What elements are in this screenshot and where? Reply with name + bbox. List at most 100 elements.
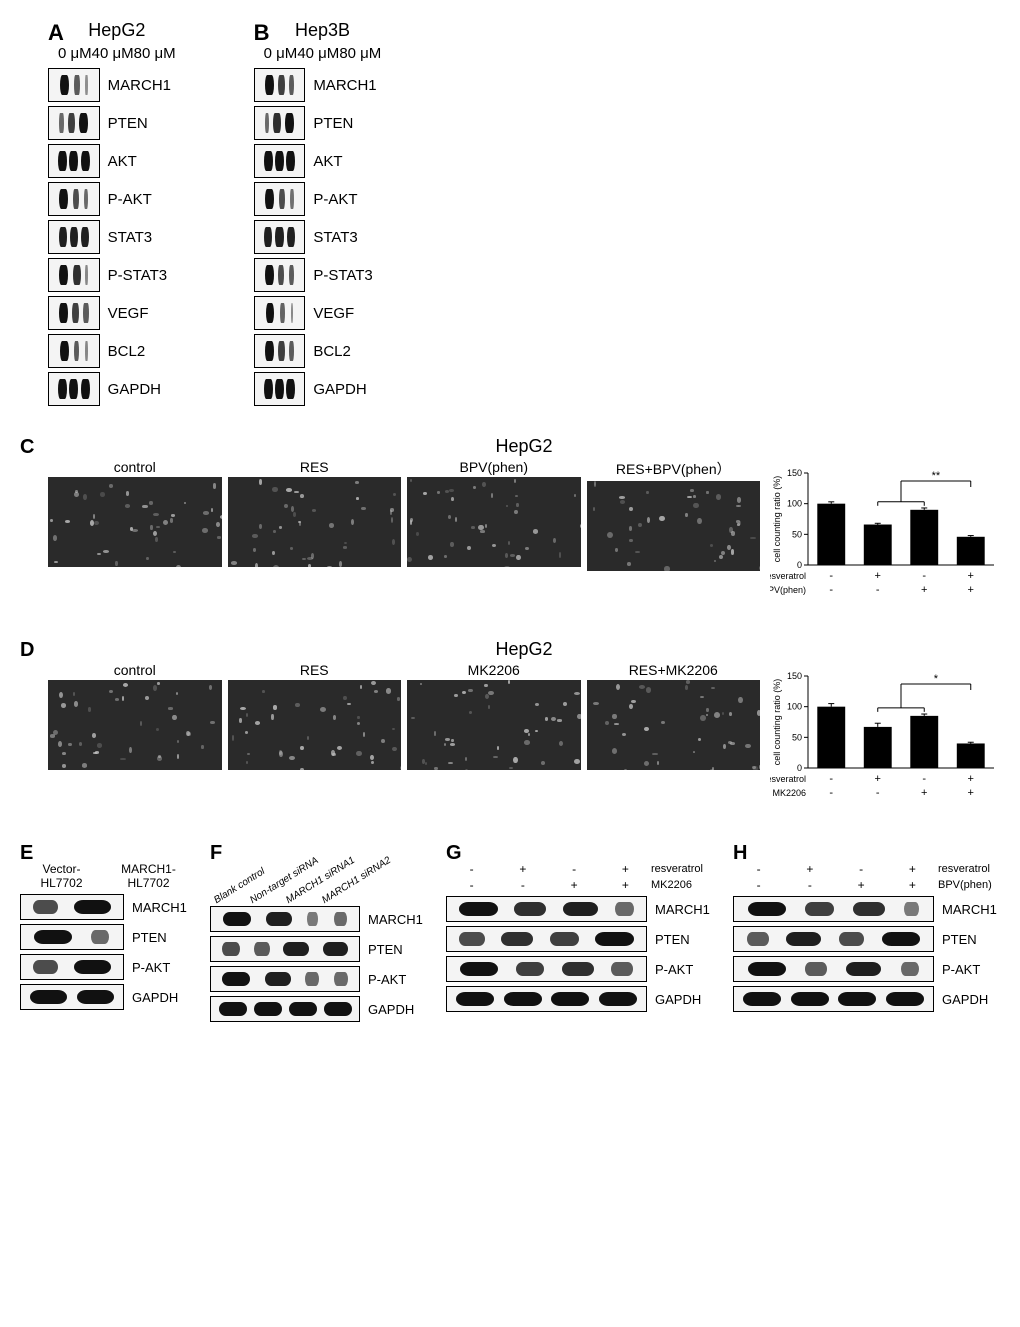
- svg-text:resveratrol: resveratrol: [770, 571, 806, 581]
- band: [219, 1002, 247, 1016]
- blot-row: GAPDH: [733, 986, 1000, 1012]
- blot-label: GAPDH: [313, 381, 391, 398]
- conc-label: 40 μM: [92, 45, 134, 62]
- band: [59, 303, 68, 322]
- panel-c-letter: C: [20, 436, 34, 459]
- band: [504, 992, 542, 1006]
- pm-symbol: -: [462, 862, 482, 876]
- blot-label: GAPDH: [132, 990, 190, 1005]
- band: [595, 932, 633, 946]
- band: [266, 912, 292, 926]
- panel-f-blots: MARCH1PTENP-AKTGAPDH: [210, 906, 426, 1022]
- blot-row: MARCH1: [254, 68, 392, 102]
- blot-label: BCL2: [108, 343, 186, 360]
- panel-d-letter: D: [20, 639, 34, 662]
- condition-label: BPV(phen): [407, 459, 581, 475]
- blot-box: [48, 68, 100, 102]
- svg-text:+: +: [968, 584, 974, 596]
- band: [273, 113, 280, 132]
- band: [280, 303, 285, 322]
- svg-text:100: 100: [787, 499, 802, 509]
- pm-symbol: +: [800, 862, 820, 876]
- blot-box: [254, 334, 306, 368]
- blot-box: [254, 68, 306, 102]
- pm-symbol: +: [902, 878, 922, 892]
- blot-box: [48, 372, 100, 406]
- band: [59, 227, 67, 246]
- treatment-name: resveratrol: [938, 863, 1000, 875]
- band: [74, 75, 79, 94]
- band: [265, 341, 274, 360]
- pm-symbol: -: [513, 878, 533, 892]
- blot-label: MARCH1: [368, 912, 426, 927]
- band: [254, 942, 270, 956]
- blot-row: P-AKT: [733, 956, 1000, 982]
- band: [748, 902, 786, 916]
- pm-symbol: -: [851, 862, 871, 876]
- blot-box: [48, 296, 100, 330]
- band: [60, 341, 69, 360]
- svg-text:-: -: [829, 570, 833, 582]
- band: [805, 962, 827, 976]
- blot-box: [210, 966, 360, 992]
- image-column: RES: [228, 459, 402, 571]
- blot-row: GAPDH: [210, 996, 426, 1022]
- band: [264, 379, 273, 398]
- band: [456, 992, 494, 1006]
- band: [882, 932, 920, 946]
- panel-e: E Vector-HL7702MARCH1-HL7702 MARCH1PTENP…: [20, 842, 190, 1022]
- blot-label: P-AKT: [132, 960, 190, 975]
- band: [264, 151, 273, 170]
- blot-box: [20, 954, 124, 980]
- blot-row: MARCH1: [446, 896, 713, 922]
- band: [265, 113, 269, 132]
- panel-b-blots: MARCH1PTENAKTP-AKTSTAT3P-STAT3VEGFBCL2GA…: [254, 68, 392, 406]
- panel-d-images: controlRESMK2206RES+MK2206: [48, 662, 760, 770]
- svg-text:0: 0: [797, 560, 802, 570]
- blot-row: VEGF: [48, 296, 186, 330]
- band: [615, 902, 634, 916]
- blot-label: AKT: [313, 153, 391, 170]
- blot-row: MARCH1: [210, 906, 426, 932]
- band: [223, 912, 251, 926]
- blot-row: PTEN: [446, 926, 713, 952]
- band: [81, 379, 90, 398]
- blot-box: [254, 144, 306, 178]
- band: [59, 113, 63, 132]
- band: [70, 227, 78, 246]
- blot-box: [48, 220, 100, 254]
- band: [69, 379, 78, 398]
- band: [34, 930, 72, 944]
- blot-row: P-STAT3: [48, 258, 186, 292]
- svg-text:+: +: [921, 584, 927, 596]
- blot-label: STAT3: [108, 229, 186, 246]
- band: [83, 303, 88, 322]
- panel-a: A HepG2 0 μM40 μM80 μM MARCH1PTENAKTP-AK…: [20, 20, 186, 406]
- panel-h-letter: H: [733, 842, 747, 865]
- svg-text:cell counting ratio (%): cell counting ratio (%): [772, 679, 782, 766]
- blot-label: PTEN: [132, 930, 190, 945]
- pm-symbol: +: [564, 878, 584, 892]
- blot-box: [48, 258, 100, 292]
- cell-microscopy-image: [587, 481, 761, 571]
- band: [307, 912, 318, 926]
- blot-label: GAPDH: [942, 992, 1000, 1007]
- cell-microscopy-image: [407, 477, 581, 567]
- blot-row: STAT3: [48, 220, 186, 254]
- treatment-header-row: --++BPV(phen): [733, 878, 1000, 892]
- image-column: BPV(phen): [407, 459, 581, 571]
- band: [264, 227, 272, 246]
- band: [550, 932, 578, 946]
- blot-box: [733, 986, 934, 1012]
- band: [904, 902, 919, 916]
- pm-symbol: +: [902, 862, 922, 876]
- band: [278, 75, 285, 94]
- band: [459, 902, 497, 916]
- svg-text:*: *: [934, 673, 939, 685]
- band: [611, 962, 633, 976]
- svg-text:+: +: [875, 570, 881, 582]
- blot-label: GAPDH: [368, 1002, 426, 1017]
- panel-g-letter: G: [446, 842, 462, 865]
- svg-text:+: +: [968, 787, 974, 799]
- svg-text:0: 0: [797, 763, 802, 773]
